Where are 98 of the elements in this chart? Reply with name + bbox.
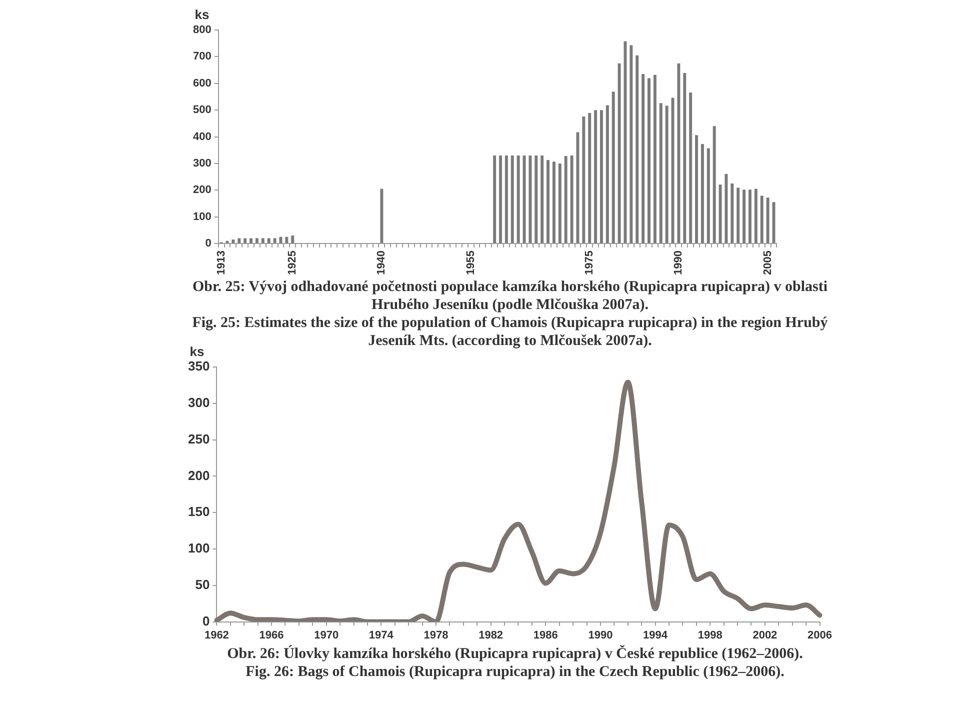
bar [724, 174, 728, 244]
bar [380, 188, 384, 244]
bar [552, 162, 556, 244]
bar [754, 188, 758, 244]
bar [534, 155, 538, 244]
x-tick-label: 1998 [698, 629, 722, 642]
bar [528, 155, 532, 244]
y-tick-label: 50 [195, 576, 210, 592]
bar [683, 72, 686, 244]
bar [718, 184, 722, 244]
y-tick-label: 300 [192, 157, 212, 170]
bar [255, 238, 258, 244]
y-tick-label: 250 [188, 431, 210, 446]
y-tick-label: 350 [188, 358, 210, 374]
x-tick-label: 1925 [286, 250, 299, 276]
y-tick-label: 100 [188, 540, 210, 556]
x-tick-label: 1955 [464, 250, 477, 276]
bar [659, 103, 662, 244]
bar [291, 236, 294, 244]
x-tick-label: 1913 [215, 250, 228, 276]
x-tick-label: 2002 [752, 629, 778, 642]
x-tick-label: 1970 [314, 629, 339, 642]
bar [748, 190, 752, 244]
y-tick-label: 700 [192, 50, 212, 63]
bar [504, 155, 508, 244]
x-tick-label: 1978 [424, 629, 448, 642]
bar [546, 160, 550, 244]
y-tick-label: 500 [192, 104, 212, 116]
bar [250, 238, 253, 244]
x-tick-label: 1982 [478, 629, 504, 642]
x-tick-label: 2005 [762, 250, 774, 276]
bar [618, 63, 621, 244]
y-tick-label: 0 [205, 238, 212, 250]
bar [695, 135, 698, 244]
bar [576, 132, 580, 244]
bar [570, 155, 574, 244]
y-tick-label: 150 [188, 504, 210, 520]
x-tick-label: 2006 [808, 629, 832, 642]
bar [594, 110, 598, 244]
bar [522, 155, 526, 244]
bar [671, 98, 674, 244]
bar [238, 238, 241, 244]
bar [273, 238, 276, 244]
bar [540, 155, 544, 244]
bar [648, 78, 650, 244]
bar [630, 45, 633, 244]
bar [588, 113, 592, 244]
bar [558, 163, 562, 244]
x-tick-label: 1990 [672, 250, 685, 276]
bar [244, 238, 247, 244]
bar [600, 110, 603, 244]
bar [636, 55, 639, 244]
bar [516, 155, 520, 244]
bar [742, 190, 746, 244]
bar [706, 148, 710, 244]
y-tick-label: 600 [192, 77, 212, 90]
bar [564, 156, 568, 244]
bar [510, 155, 514, 244]
bar [493, 155, 496, 244]
bar [653, 74, 656, 244]
bar [279, 236, 282, 244]
bar [760, 196, 764, 244]
bar [689, 92, 692, 244]
y-tick-label: 200 [188, 468, 210, 483]
bar [582, 116, 586, 244]
text: Obr. 26: Úlovky kamzíka horského (Rupicapra rupicapra) v České republice (1962–2006). [226, 645, 804, 663]
bar [712, 126, 716, 244]
y-axis-title: ks [194, 7, 210, 22]
bar [267, 238, 270, 244]
bar [766, 198, 770, 244]
bar [261, 238, 264, 244]
bar [606, 105, 609, 244]
bar [612, 92, 615, 244]
x-tick-label: 1975 [584, 250, 596, 276]
bar [665, 106, 668, 244]
bar [700, 144, 704, 244]
y-tick-label: 0 [202, 613, 210, 628]
x-tick-label: 1990 [588, 629, 613, 642]
y-tick-label: 300 [188, 394, 210, 410]
x-tick-label: 1940 [376, 250, 388, 276]
y-tick-label: 200 [192, 184, 212, 196]
bar [642, 74, 645, 244]
x-tick-label: 1994 [643, 629, 668, 642]
x-tick-label: 1962 [204, 629, 229, 642]
x-tick-label: 1966 [259, 629, 284, 642]
x-tick-label: 1974 [368, 629, 394, 642]
bar [499, 155, 502, 244]
bar [232, 240, 235, 244]
bar [730, 183, 734, 244]
x-tick-label: 1986 [533, 629, 558, 642]
text: Fig. 26: Bags of Chamois (Rupicapra rupicapra) in the Czech Republic (1962–2006). [244, 663, 786, 681]
y-tick-label: 100 [192, 210, 212, 223]
y-tick-label: 800 [192, 24, 212, 36]
bar [736, 188, 740, 244]
bar [677, 63, 680, 244]
y-tick-label: 400 [192, 130, 212, 143]
bar [285, 236, 288, 244]
text: Obr. 25: Vývoj odhadované početnosti populace kamzíka horského (Rupicapra rupicapra) v oblasti Hrubého Jeseníku (podle Mlčouška 2007a). [191, 278, 829, 314]
